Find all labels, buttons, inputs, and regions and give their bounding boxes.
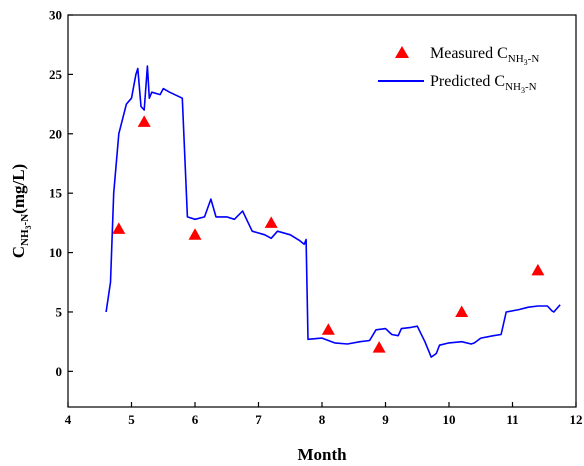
x-tick-label-6: 10 bbox=[443, 412, 456, 427]
x-axis: 4 5 6 7 8 9 10 11 12 bbox=[65, 402, 583, 427]
y-tick-label-4: 20 bbox=[49, 126, 62, 141]
y-tick-label-2: 10 bbox=[49, 245, 62, 260]
legend-measured-sub: NH bbox=[508, 53, 524, 65]
measured-point-4 bbox=[321, 323, 335, 335]
measured-point-2 bbox=[188, 228, 202, 240]
series-layer bbox=[105, 65, 561, 358]
measured-point-5 bbox=[372, 341, 386, 353]
y-tick-label-5: 25 bbox=[49, 67, 63, 82]
x-tick-label-8: 12 bbox=[570, 412, 583, 427]
y-axis-title: CNH3-N(mg/L) bbox=[9, 164, 33, 258]
series-line-predicted bbox=[105, 65, 561, 358]
x-axis-title: Month bbox=[297, 445, 347, 464]
measured-point-0 bbox=[112, 222, 126, 234]
measured-point-3 bbox=[264, 216, 278, 228]
x-tick-label-7: 11 bbox=[506, 412, 518, 427]
measured-point-6 bbox=[455, 305, 469, 317]
x-tick-label-1: 5 bbox=[128, 412, 135, 427]
y-tick-label-6: 30 bbox=[49, 8, 62, 23]
legend: Measured CNH3-N Predicted CNH3-N bbox=[378, 45, 539, 95]
legend-predicted-prefix: Predicted C bbox=[430, 73, 505, 90]
legend-predicted-sub3: -N bbox=[525, 81, 537, 93]
y-tick-label-0: 0 bbox=[56, 364, 63, 379]
legend-predicted-sub: NH bbox=[505, 81, 521, 93]
legend-marker-measured bbox=[395, 46, 409, 58]
y-tick-label-1: 5 bbox=[56, 304, 63, 319]
measured-point-7 bbox=[531, 263, 545, 276]
y-axis-title-sub3: -N bbox=[19, 214, 31, 226]
x-tick-label-2: 6 bbox=[192, 412, 199, 427]
y-axis-title-main: C bbox=[9, 246, 28, 258]
x-tick-label-5: 9 bbox=[382, 412, 389, 427]
x-tick-label-4: 8 bbox=[319, 412, 326, 427]
x-tick-label-0: 4 bbox=[65, 412, 72, 427]
legend-measured-sub3: -N bbox=[528, 53, 540, 65]
y-axis-title-unit: (mg/L) bbox=[9, 164, 28, 214]
x-tick-label-3: 7 bbox=[255, 412, 262, 427]
y-axis-title-sub: NH bbox=[19, 229, 31, 246]
legend-measured-sub2: 3 bbox=[524, 58, 528, 67]
y-axis: 0 5 10 15 20 25 30 bbox=[49, 8, 73, 379]
y-tick-label-3: 15 bbox=[49, 186, 63, 201]
legend-label-predicted: Predicted CNH3-N bbox=[430, 73, 537, 95]
legend-label-measured: Measured CNH3-N bbox=[430, 45, 539, 67]
measured-point-1 bbox=[137, 115, 151, 127]
legend-predicted-sub2: 3 bbox=[521, 86, 525, 95]
svg-text:CNH3-N(mg/L): CNH3-N(mg/L) bbox=[9, 164, 33, 258]
y-axis-title-sub2: 3 bbox=[24, 225, 33, 229]
legend-measured-prefix: Measured C bbox=[430, 45, 508, 62]
